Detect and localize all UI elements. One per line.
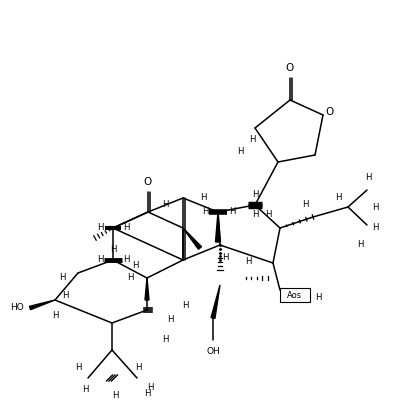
- Text: H: H: [251, 191, 258, 200]
- Text: HO: HO: [10, 304, 24, 313]
- Text: H: H: [166, 315, 173, 324]
- Text: H: H: [131, 260, 138, 270]
- Text: H: H: [301, 200, 308, 209]
- Text: H: H: [134, 364, 141, 373]
- Text: H: H: [112, 390, 118, 399]
- Text: H: H: [364, 173, 370, 182]
- Text: O: O: [325, 107, 333, 117]
- Text: H: H: [97, 224, 103, 233]
- Text: Aos: Aos: [287, 290, 302, 299]
- Polygon shape: [183, 228, 201, 249]
- Text: OH: OH: [206, 348, 219, 357]
- Text: H: H: [228, 208, 235, 217]
- Text: H: H: [161, 200, 168, 209]
- Text: H: H: [126, 273, 133, 282]
- Text: H: H: [59, 273, 65, 282]
- Text: H: H: [264, 211, 271, 220]
- Text: H: H: [236, 148, 243, 157]
- Text: H: H: [97, 255, 103, 264]
- Polygon shape: [145, 278, 149, 300]
- Text: O: O: [285, 63, 293, 73]
- Text: H: H: [356, 240, 362, 250]
- Text: H: H: [371, 204, 377, 213]
- Text: H: H: [221, 253, 228, 262]
- Text: H: H: [244, 257, 251, 266]
- Text: H: H: [371, 224, 377, 233]
- Polygon shape: [211, 285, 219, 318]
- Text: H: H: [62, 290, 68, 299]
- Text: H: H: [181, 301, 188, 310]
- Text: H: H: [122, 224, 129, 233]
- Text: H: H: [201, 208, 208, 217]
- Text: H: H: [122, 255, 129, 264]
- Text: O: O: [144, 177, 152, 187]
- Text: H: H: [109, 246, 116, 255]
- Text: H: H: [52, 311, 58, 321]
- Text: H: H: [146, 384, 153, 392]
- Text: H: H: [334, 193, 340, 202]
- Text: H: H: [81, 386, 88, 395]
- Text: H: H: [161, 335, 168, 344]
- Text: H: H: [143, 388, 150, 397]
- Text: H: H: [75, 364, 81, 373]
- Text: H: H: [199, 193, 206, 202]
- Text: H: H: [251, 211, 258, 220]
- Bar: [279, 288, 309, 302]
- Text: H: H: [314, 293, 320, 302]
- Polygon shape: [215, 212, 220, 242]
- Polygon shape: [29, 300, 55, 310]
- Text: H: H: [248, 135, 255, 144]
